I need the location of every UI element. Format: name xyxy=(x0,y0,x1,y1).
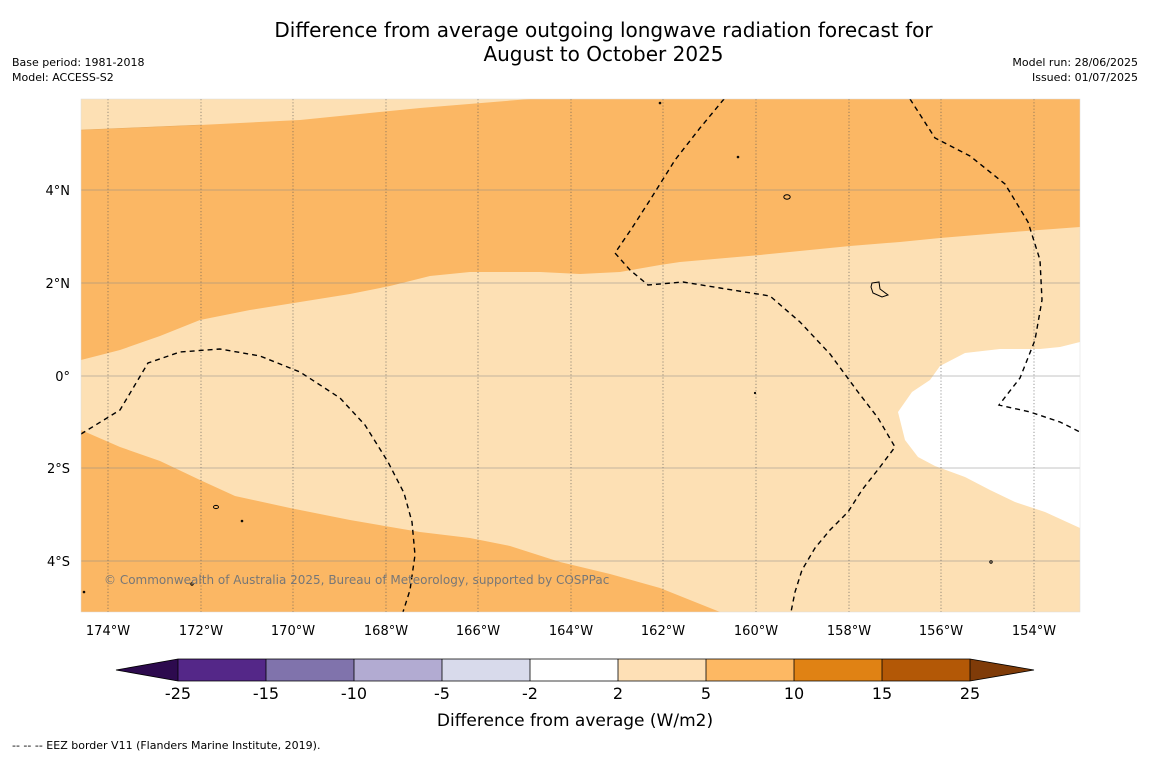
island-marker xyxy=(82,590,86,594)
colorbar-tick: -25 xyxy=(165,684,191,703)
colorbar-tick-labels: -25 -15 -10 -5 -2 2 5 10 15 25 xyxy=(165,684,980,703)
colorbar-dividers xyxy=(115,658,1035,682)
model-label: Model: ACCESS-S2 xyxy=(12,71,114,84)
colorbar-tick: 2 xyxy=(613,684,623,703)
title-line-1: Difference from average outgoing longwav… xyxy=(274,18,933,42)
island-marker xyxy=(783,194,791,200)
lat-tick-label: 4°N xyxy=(46,184,71,199)
lon-tick-label: 164°W xyxy=(549,624,593,639)
island-marker xyxy=(213,504,219,510)
issued-label: Issued: 01/07/2025 xyxy=(1031,71,1138,84)
colorbar-segment xyxy=(442,659,530,681)
copyright-text: © Commonwealth of Australia 2025, Bureau… xyxy=(104,573,609,587)
colorbar-segment xyxy=(882,659,970,681)
lat-tick-label: 4°S xyxy=(47,555,70,570)
colorbar-tick: 5 xyxy=(701,684,711,703)
field-orange-north xyxy=(81,99,1080,360)
island-marker xyxy=(658,101,662,105)
colorbar-segment xyxy=(178,659,266,681)
island-kiritimati xyxy=(870,281,890,298)
field-orange-southwest xyxy=(81,430,720,612)
colorbar-tick: -2 xyxy=(522,684,538,703)
band-edge-top xyxy=(81,124,201,131)
lon-tick-label: 172°W xyxy=(179,624,223,639)
colorbar-segment xyxy=(266,659,354,681)
colorbar-tick: -15 xyxy=(253,684,279,703)
eez-borders xyxy=(81,99,1080,612)
metadata-right: Model run: 28/06/2025 Issued: 01/07/2025 xyxy=(1012,55,1138,85)
colorbar-segment xyxy=(618,659,706,681)
base-period-label: Base period: 1981-2018 xyxy=(12,56,145,69)
island-marker xyxy=(190,582,194,586)
lon-tick-label: 170°W xyxy=(271,624,315,639)
colorbar-tick: 25 xyxy=(960,684,980,703)
colorbar-segment xyxy=(706,659,794,681)
eez-border-central xyxy=(614,99,896,612)
latitude-labels: 4°N 2°N 0° 2°S 4°S xyxy=(46,184,71,570)
lon-tick-label: 166°W xyxy=(456,624,500,639)
lon-tick-label: 168°W xyxy=(364,624,408,639)
colorbar-segment xyxy=(354,659,442,681)
lon-tick-label: 158°W xyxy=(827,624,871,639)
colorbar-tick: 10 xyxy=(784,684,804,703)
model-run-label: Model run: 28/06/2025 xyxy=(1012,56,1138,69)
colorbar-label: Difference from average (W/m2) xyxy=(437,711,713,731)
colorbar-extend-high xyxy=(970,659,1034,681)
map-fields xyxy=(81,99,1080,612)
lon-tick-label: 156°W xyxy=(919,624,963,639)
lat-tick-label: 2°S xyxy=(47,462,70,477)
colorbar-tick: -5 xyxy=(434,684,450,703)
lon-tick-label: 162°W xyxy=(641,624,685,639)
longitude-labels: 174°W 172°W 170°W 168°W 166°W 164°W 162°… xyxy=(86,624,1056,639)
eez-border-west xyxy=(81,348,416,612)
island-marker xyxy=(736,155,740,159)
colorbar-tick: -10 xyxy=(341,684,367,703)
lat-tick-label: 0° xyxy=(55,370,70,385)
metadata-left: Base period: 1981-2018 Model: ACCESS-S2 xyxy=(12,55,144,85)
colorbar-extend-low xyxy=(116,659,178,681)
lon-tick-label: 160°W xyxy=(734,624,778,639)
colorbar: -25 -15 -10 -5 -2 2 5 10 15 25 Differenc… xyxy=(115,658,1035,731)
graticule xyxy=(81,99,1080,612)
lon-tick-label: 154°W xyxy=(1012,624,1056,639)
lon-tick-label: 174°W xyxy=(86,624,130,639)
footnote-eez-source: -- -- -- EEZ border V11 (Flanders Marine… xyxy=(12,739,321,752)
eez-border-east xyxy=(909,99,1080,433)
island-marker xyxy=(989,560,993,564)
field-white-east xyxy=(898,342,1080,528)
lat-tick-label: 2°N xyxy=(46,277,71,292)
chart-title: Difference from average outgoing longwav… xyxy=(0,18,1150,66)
map-panel: © Commonwealth of Australia 2025, Bureau… xyxy=(46,98,1081,639)
colorbar-segment xyxy=(794,659,882,681)
colorbar-tick: 15 xyxy=(872,684,892,703)
islands xyxy=(82,101,993,594)
map-frame xyxy=(80,98,1081,613)
title-line-2: August to October 2025 xyxy=(483,42,724,66)
island-marker xyxy=(240,519,244,523)
colorbar-segment xyxy=(530,659,618,681)
island-marker xyxy=(753,391,757,395)
